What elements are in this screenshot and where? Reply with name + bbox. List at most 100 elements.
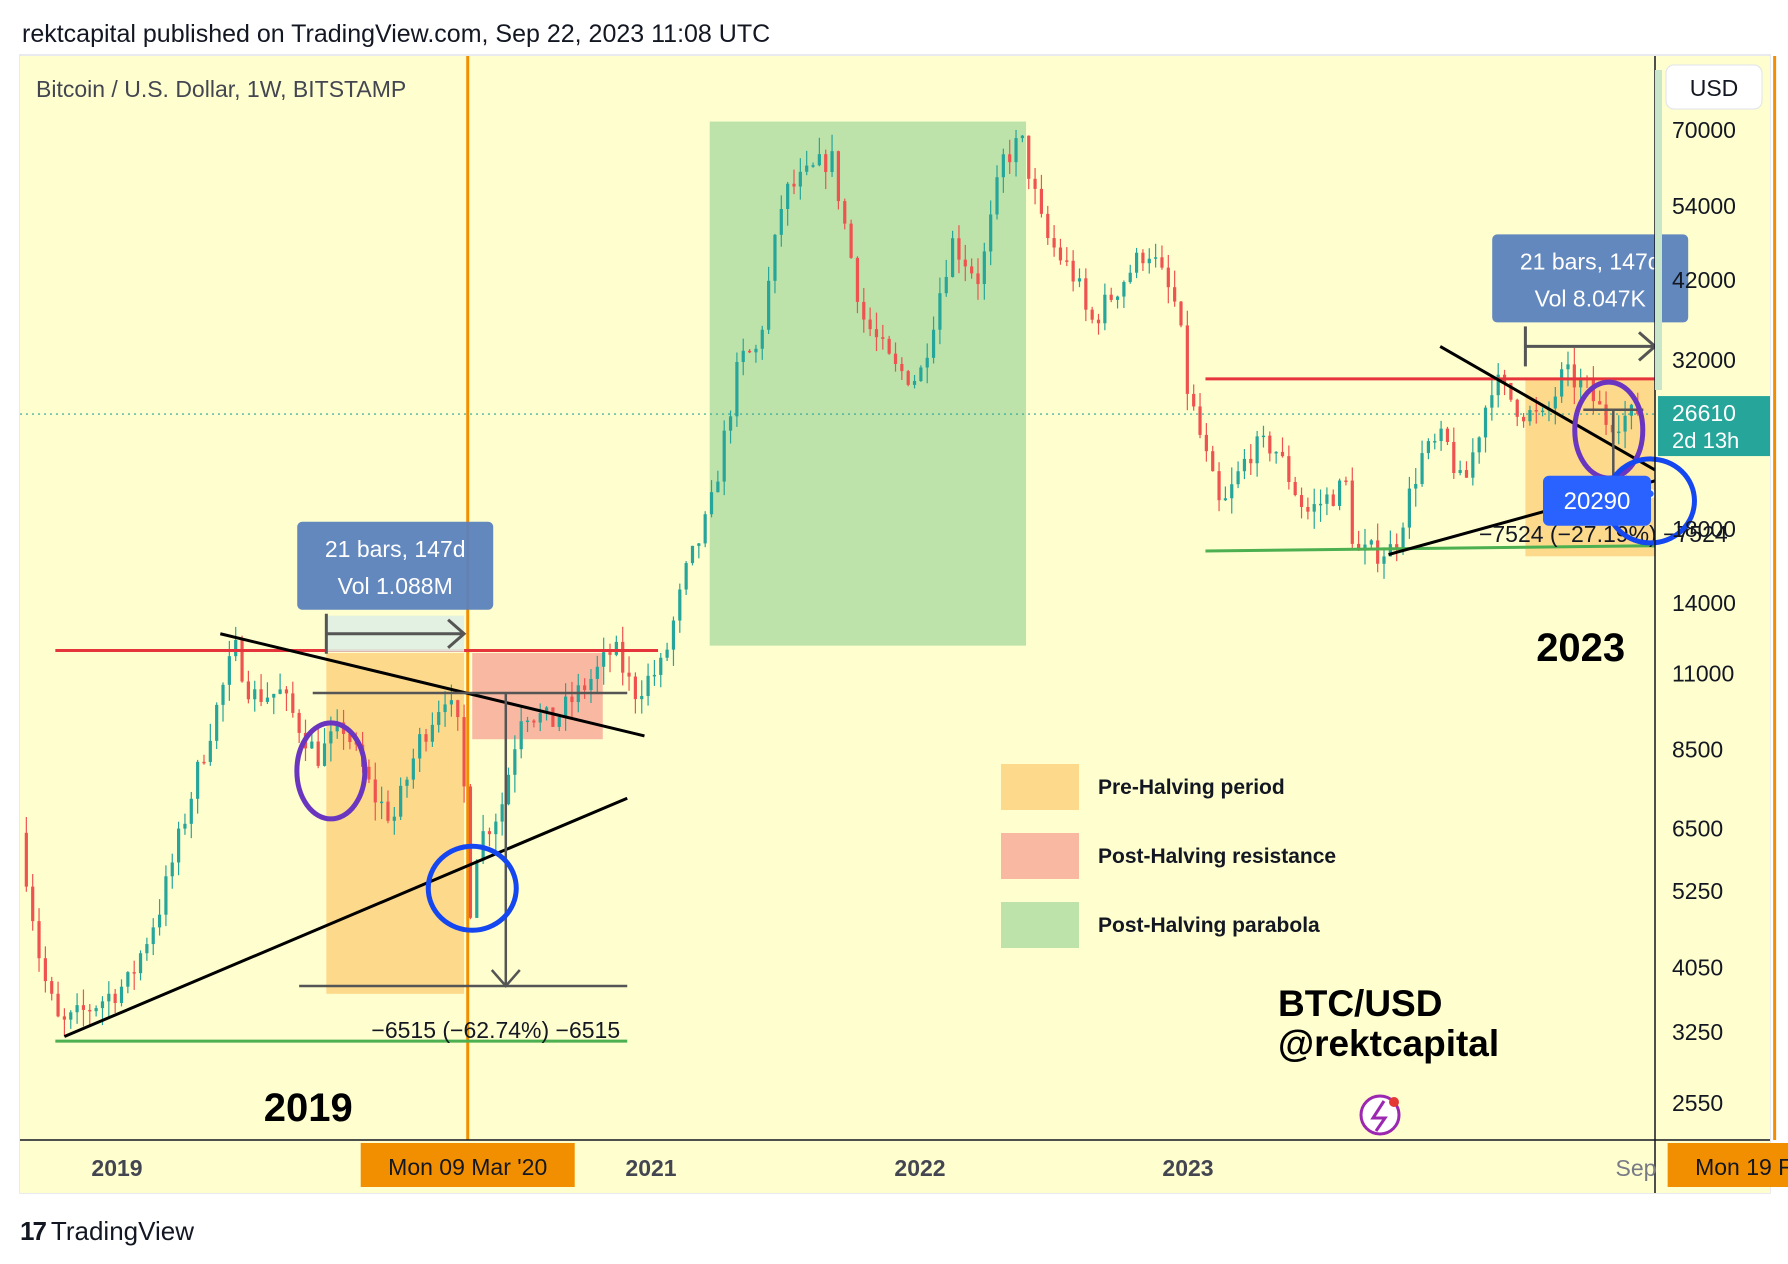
candle-body-223: [1439, 428, 1443, 442]
candle-34: [240, 635, 244, 683]
candle-113: [741, 338, 745, 376]
candle-body-231: [1490, 395, 1494, 408]
candle-231: [1490, 379, 1494, 421]
watermark-line-1: @rektcapital: [1278, 1023, 1499, 1064]
volume-scale-bar: [1655, 70, 1662, 390]
candle-28: [202, 754, 206, 765]
axes-layer: USD 70000 54000 42000 32000 18000 14000 11000 85…: [20, 56, 1788, 1193]
candle-25: [183, 813, 187, 835]
candle-54: [367, 759, 371, 784]
price-tick-9: 5250: [1672, 878, 1723, 904]
candle-127: [830, 134, 834, 177]
candle-206: [1331, 489, 1335, 507]
candle-179: [1160, 245, 1164, 270]
candle-219: [1414, 468, 1418, 507]
candle-171: [1109, 287, 1113, 303]
candle-body-47: [322, 743, 327, 766]
trend-line-5: [219, 632, 645, 738]
candle-body-218: [1407, 488, 1411, 528]
candle-132: [862, 287, 866, 333]
candle-2: [37, 908, 41, 972]
candle-body-119: [779, 209, 783, 235]
candle-body-163: [1058, 247, 1063, 261]
candle-body-180: [1166, 267, 1170, 288]
candle-154: [1001, 148, 1005, 193]
candle-body-102: [671, 620, 676, 650]
measurement-bars-0: 21 bars, 147d: [325, 536, 466, 562]
candle-244: [1572, 347, 1576, 405]
candle-body-98: [646, 675, 650, 696]
candle-33: [234, 626, 238, 662]
candle-56: [380, 786, 384, 820]
candle-86: [570, 681, 574, 720]
trend-line-7: [1439, 345, 1656, 472]
candle-body-8: [75, 1005, 79, 1013]
candle-173: [1122, 280, 1126, 308]
candle-body-60: [405, 779, 409, 786]
candle-35: [246, 670, 250, 704]
candle-body-80: [532, 720, 536, 723]
candle-body-70: [468, 786, 473, 918]
candle-body-67: [449, 700, 454, 705]
candle-body-161: [1046, 213, 1050, 239]
candle-211: [1363, 528, 1367, 565]
price-tick-1: 54000: [1672, 193, 1736, 219]
candle-4: [50, 976, 54, 1001]
candle-15: [119, 979, 124, 1007]
candle-226: [1458, 460, 1462, 476]
candle-194: [1255, 430, 1259, 477]
candle-148: [963, 244, 967, 282]
price-tick-0: 70000: [1672, 117, 1736, 143]
candle-45: [310, 732, 314, 749]
candle-body-197: [1274, 451, 1278, 454]
candle-body-188: [1217, 471, 1221, 501]
candle-body-40: [278, 689, 282, 694]
candle-body-169: [1096, 319, 1101, 324]
candle-body-93: [614, 641, 618, 655]
candle-195: [1261, 425, 1266, 448]
candle-156: [1014, 129, 1018, 177]
candle-body-10: [88, 1009, 92, 1012]
candle-body-59: [399, 785, 403, 817]
candle-149: [970, 258, 974, 279]
candle-144: [938, 277, 942, 345]
candle-body-38: [265, 697, 270, 702]
candle-body-160: [1039, 188, 1044, 214]
tradingview-logo[interactable]: 17 TradingView: [20, 1216, 194, 1247]
candle-body-128: [836, 151, 841, 202]
candle-body-21: [157, 914, 162, 928]
candle-body-229: [1477, 437, 1481, 453]
candle-body-130: [849, 223, 853, 258]
candle-205: [1325, 487, 1329, 516]
time-tick-sep: Sep: [1616, 1155, 1657, 1181]
measurement-arrowhead-0: [447, 618, 467, 649]
candle-body-112: [735, 362, 739, 417]
candle-body-239: [1541, 410, 1545, 413]
lightning-icon: [1359, 1094, 1401, 1136]
candle-111: [728, 410, 733, 444]
candle-body-127: [830, 151, 834, 173]
candle-body-3: [43, 958, 47, 982]
candle-body-46: [316, 741, 320, 766]
candle-89: [589, 669, 593, 704]
candle-235: [1515, 398, 1519, 427]
candle-242: [1560, 362, 1564, 403]
candle-163: [1058, 238, 1063, 265]
candle-248: [1598, 390, 1602, 405]
candle-225: [1452, 427, 1456, 479]
candle-189: [1223, 486, 1228, 501]
currency-label: USD: [1690, 75, 1739, 101]
candle-115: [754, 344, 758, 363]
candle-body-39: [272, 693, 276, 698]
candle-76: [506, 767, 511, 806]
candle-192: [1242, 449, 1247, 480]
candle-body-89: [589, 678, 593, 691]
candle-159: [1033, 167, 1037, 205]
candle-body-202: [1306, 506, 1310, 512]
candle-body-152: [989, 214, 993, 252]
candle-body-2: [37, 921, 41, 959]
candle-81: [538, 703, 542, 732]
candle-19: [145, 937, 149, 961]
price-tick-2: 42000: [1672, 267, 1736, 293]
